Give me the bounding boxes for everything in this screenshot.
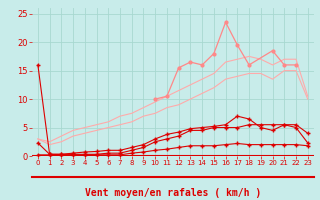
Text: Vent moyen/en rafales ( km/h ): Vent moyen/en rafales ( km/h ): [85, 188, 261, 198]
